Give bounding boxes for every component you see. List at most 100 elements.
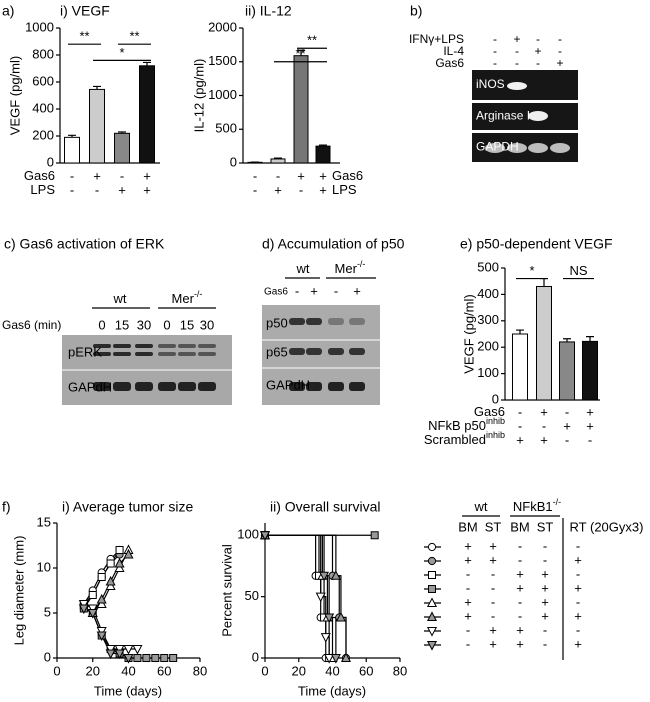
axis-label: Percent survival: [219, 544, 234, 637]
y-tick-label: 200: [477, 339, 499, 354]
x-tick-label: 60: [157, 663, 171, 678]
condition-label: IFNγ+LPS: [409, 32, 464, 46]
axis-label: Time (days): [298, 683, 366, 698]
label-text: Gas6: [332, 168, 363, 183]
legend-sign: +: [516, 622, 524, 637]
group-header: wt: [113, 291, 127, 306]
chart-title: ii) Overall survival: [270, 499, 380, 515]
column-header: BM: [458, 519, 478, 534]
data-point: [320, 633, 331, 643]
bar: [247, 161, 263, 164]
lane-label: -: [334, 283, 338, 298]
legend-sign: -: [576, 538, 580, 553]
lane-label: 15: [180, 317, 194, 332]
legend-marker: [426, 641, 438, 651]
band: [528, 143, 548, 153]
condition-sign: +: [563, 418, 571, 433]
axis-label: Leg diameter (mm): [11, 536, 26, 646]
condition-sign: +: [534, 44, 541, 58]
axis-label: VEGF (pg/ml): [7, 56, 22, 135]
y-tick-label: 800: [32, 46, 54, 61]
significance-label: **: [307, 33, 317, 48]
band: [178, 352, 196, 356]
data-point: [97, 573, 106, 581]
data-point: [114, 557, 125, 568]
data-point: [169, 654, 178, 662]
y-tick-label: 5: [44, 604, 51, 619]
condition-sign: +: [143, 168, 151, 183]
legend-sign: -: [491, 608, 495, 623]
error-bar: [563, 338, 571, 342]
condition-sign: -: [253, 168, 257, 183]
data-point: [324, 613, 335, 624]
significance-label: *: [119, 45, 124, 60]
error-bar: [516, 329, 524, 334]
label-text: NFkB p50: [428, 418, 486, 433]
lane-label: -: [295, 283, 299, 298]
group-header: NFkB1-/-: [513, 497, 561, 514]
condition-label: Gas6 (min): [2, 318, 61, 332]
x-tick-label: 80: [193, 663, 207, 678]
lane-label: 30: [200, 317, 214, 332]
data-point: [78, 604, 89, 615]
condition-sign: -: [493, 44, 497, 58]
label-text: wt: [474, 499, 488, 514]
condition-sign: -: [565, 404, 569, 419]
significance-label: **: [295, 46, 305, 61]
band: [306, 348, 322, 355]
data-point: [340, 652, 352, 662]
lane-label: 15: [115, 317, 129, 332]
legend-marker: [427, 556, 437, 566]
legend-sign: +: [541, 566, 549, 581]
legend-marker: [427, 542, 437, 552]
legend-sign: +: [489, 552, 497, 567]
chart-title: i) VEGF: [60, 3, 110, 19]
band: [507, 143, 527, 153]
bar: [89, 88, 105, 164]
lane-label: +: [310, 283, 318, 298]
data-point: [123, 548, 134, 559]
condition-sign: -: [565, 432, 569, 447]
chart-title: e) p50-dependent VEGF: [460, 236, 613, 252]
legend-sign: +: [516, 580, 524, 595]
band: [198, 352, 216, 356]
label-text: Mer: [172, 291, 195, 306]
legend-sign: -: [576, 622, 580, 637]
data-point: [106, 559, 115, 568]
band: [528, 111, 548, 121]
condition-sign: +: [540, 432, 548, 447]
condition-sign: -: [120, 168, 124, 183]
y-tick-label: 1000: [25, 19, 54, 34]
axis-label: VEGF (pg/ml): [461, 294, 476, 373]
condition-sign: -: [253, 182, 257, 197]
condition-sign: +: [93, 168, 101, 183]
band: [198, 382, 216, 391]
band: [306, 382, 322, 391]
legend-sign: -: [491, 594, 495, 609]
condition-sign: -: [276, 168, 280, 183]
legend-sign: -: [491, 580, 495, 595]
band: [328, 382, 344, 391]
lane-label: 0: [98, 317, 105, 332]
bar: [114, 132, 130, 164]
condition-sign: -: [70, 168, 74, 183]
condition-label: NFkB p50inhib: [428, 416, 505, 433]
y-tick-label: 50: [245, 588, 259, 603]
band: [289, 382, 305, 391]
condition-label: Gas6: [474, 404, 505, 419]
blot-row-label: p65: [266, 344, 288, 359]
blot-row-label: pERK: [68, 344, 102, 359]
legend-marker: [426, 611, 438, 621]
error-bar: [143, 61, 151, 66]
condition-sign: -: [515, 56, 519, 70]
legend-marker: [428, 585, 436, 593]
bar: [315, 145, 331, 164]
legend-sign: +: [516, 566, 524, 581]
band: [135, 382, 153, 391]
legend-marker: [426, 597, 438, 607]
legend-sign: +: [464, 608, 472, 623]
label-superscript: inhib: [486, 430, 505, 440]
blot-row-label: GAPDH: [476, 140, 519, 154]
lane-label: 0: [163, 317, 170, 332]
